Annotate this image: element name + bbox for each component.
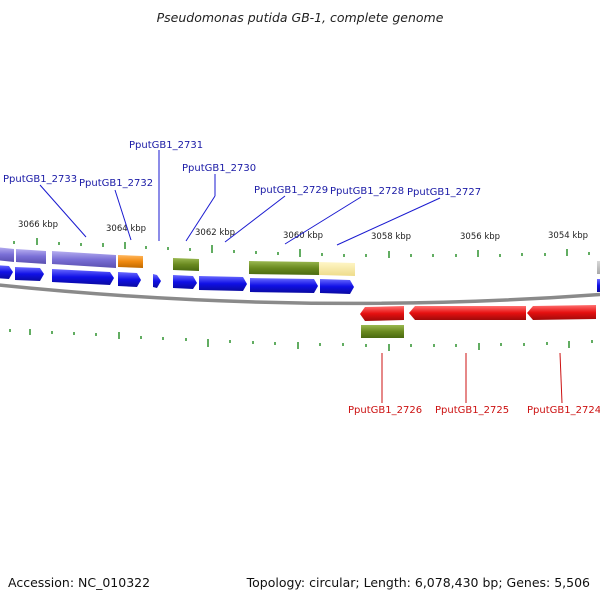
forward-gene-arrow (153, 274, 161, 288)
gene-label-pputgb1-2728[interactable]: PputGB1_2728 (330, 186, 404, 197)
forward-strand-track (0, 265, 600, 294)
gene-label-pputgb1-2730[interactable]: PputGB1_2730 (182, 163, 256, 174)
cog-block-purple (52, 251, 116, 268)
gene-label-pputgb1-2729[interactable]: PputGB1_2729 (254, 185, 328, 196)
cog-block-orange (118, 255, 143, 268)
cog-block-gray (597, 261, 600, 274)
reverse-strand-track (360, 305, 596, 321)
cog-block-purple (16, 249, 46, 264)
cog-block-olive (361, 325, 404, 338)
genome-title: Pseudomonas putida GB-1, complete genome (156, 10, 444, 25)
scale-label: 3056 kbp (460, 232, 500, 242)
top-tick-track (13, 238, 590, 258)
scale-label: 3054 kbp (548, 231, 588, 241)
forward-gene-arrow (597, 279, 600, 292)
top-gene-labels: PputGB1_2733 PputGB1_2732 PputGB1_2731 P… (3, 140, 481, 198)
cog-block-olive (249, 261, 319, 275)
reverse-gene-arrow (527, 305, 596, 320)
forward-gene-arrow (320, 279, 354, 294)
bottom-gene-labels: PputGB1_2726 PputGB1_2725 PputGB1_2724 (348, 405, 600, 416)
top-label-leaders (39, 150, 441, 246)
gene-label-pputgb1-2733[interactable]: PputGB1_2733 (3, 174, 77, 185)
reverse-gene-arrow (409, 306, 526, 320)
gene-label-pputgb1-2727[interactable]: PputGB1_2727 (407, 187, 481, 198)
genome-backbone (0, 283, 600, 306)
bottom-label-leaders (381, 352, 563, 404)
accession-text: Accession: NC_010322 (8, 575, 151, 590)
forward-gene-arrow (173, 275, 197, 289)
forward-gene-arrow (250, 278, 318, 293)
forward-gene-arrow (118, 272, 141, 287)
gene-label-pputgb1-2725[interactable]: PputGB1_2725 (435, 405, 509, 416)
gene-label-pputgb1-2724[interactable]: PputGB1_2724 (527, 405, 600, 416)
scale-label: 3064 kbp (106, 224, 146, 234)
forward-gene-arrow (199, 276, 247, 291)
scale-label: 3058 kbp (371, 232, 411, 242)
genome-stats-text: Topology: circular; Length: 6,078,430 bp… (246, 575, 590, 590)
cog-track-top (0, 247, 600, 276)
gene-label-pputgb1-2732[interactable]: PputGB1_2732 (79, 178, 153, 189)
gene-label-pputgb1-2731[interactable]: PputGB1_2731 (129, 140, 203, 151)
forward-gene-arrow (52, 269, 114, 285)
cog-block-cream (319, 262, 355, 276)
cog-block-olive (173, 258, 199, 271)
gene-label-pputgb1-2726[interactable]: PputGB1_2726 (348, 405, 422, 416)
forward-gene-arrow (0, 265, 13, 279)
cog-block-purple (0, 247, 14, 262)
scale-label: 3062 kbp (195, 228, 235, 238)
scale-label: 3060 kbp (283, 231, 323, 241)
bottom-tick-track (9, 329, 593, 351)
scale-labels: 3066 kbp 3064 kbp 3062 kbp 3060 kbp 3058… (18, 220, 588, 242)
forward-gene-arrow (15, 267, 44, 281)
reverse-gene-arrow (360, 306, 404, 321)
scale-label: 3066 kbp (18, 220, 58, 230)
